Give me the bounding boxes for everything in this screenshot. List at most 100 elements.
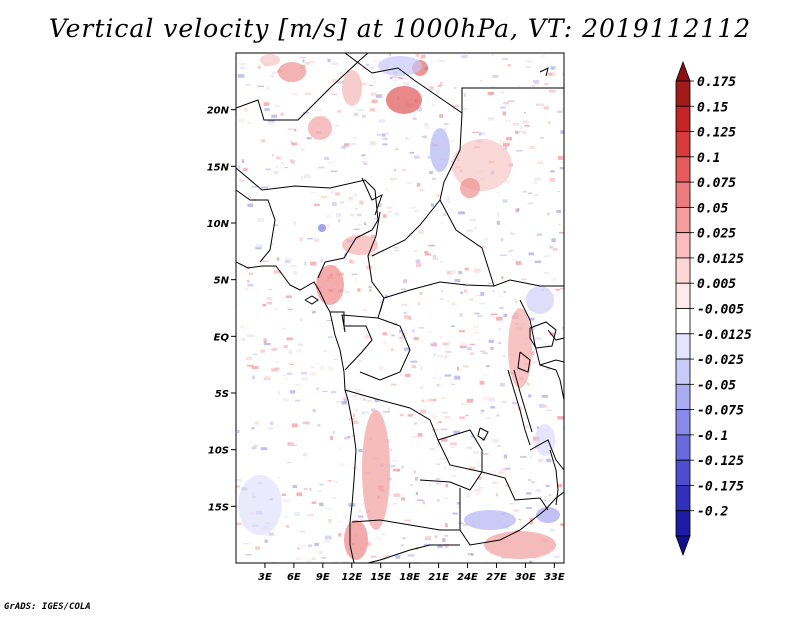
lon-tick-label: 15E (370, 572, 391, 583)
speckle (488, 282, 491, 285)
speckle (552, 277, 556, 282)
speckle (381, 532, 386, 535)
speckle (431, 415, 437, 419)
speckle (544, 255, 550, 258)
colorbar-label: 0.005 (697, 277, 736, 292)
downdraft-patch (526, 286, 554, 314)
speckle (348, 196, 353, 201)
speckle (558, 156, 564, 160)
speckle (447, 299, 450, 304)
speckle (252, 353, 258, 356)
speckle (450, 161, 454, 163)
speckle (378, 119, 386, 123)
lon-tick-label: 3E (258, 572, 272, 583)
speckle (457, 504, 460, 509)
colorbar-label: -0.175 (697, 479, 744, 494)
updraft-patch (452, 139, 512, 191)
speckle (275, 166, 279, 168)
speckle (388, 53, 392, 56)
speckle (358, 509, 361, 513)
speckle (502, 401, 506, 403)
speckle (548, 90, 556, 93)
speckle (444, 355, 448, 359)
speckle (441, 411, 448, 414)
speckle (300, 318, 303, 322)
speckle (414, 250, 417, 252)
updraft-patch (278, 62, 306, 82)
speckle (309, 488, 312, 491)
speckle (549, 178, 555, 182)
speckle (404, 519, 412, 522)
speckle (444, 535, 449, 537)
speckle (402, 537, 406, 539)
downdraft-patch (464, 510, 516, 530)
speckle (335, 481, 339, 483)
speckle (473, 268, 481, 273)
speckle (247, 283, 254, 287)
speckle (473, 331, 480, 334)
speckle (465, 197, 470, 200)
speckle (327, 88, 335, 92)
speckle (496, 414, 500, 417)
speckle (370, 555, 377, 558)
speckle (436, 463, 440, 465)
speckle (443, 213, 447, 216)
speckle (335, 124, 340, 127)
speckle (538, 159, 543, 163)
speckle (294, 399, 301, 402)
speckle (509, 502, 514, 505)
speckle (242, 543, 249, 545)
speckle (492, 439, 499, 443)
speckle (319, 365, 324, 370)
speckle (387, 348, 392, 350)
speckle (252, 375, 256, 380)
speckle (534, 337, 542, 341)
speckle (327, 366, 334, 371)
speckle (244, 84, 251, 86)
lake-outline (477, 427, 489, 441)
speckle (274, 104, 280, 108)
colorbar-swatch (675, 308, 691, 335)
speckle (318, 324, 323, 327)
speckle (466, 398, 474, 403)
speckle (523, 112, 526, 114)
speckle (435, 194, 441, 198)
speckle (316, 387, 319, 390)
speckle (267, 289, 273, 291)
speckle (546, 367, 551, 370)
speckle (469, 299, 474, 301)
speckle (414, 155, 420, 159)
velocity-field (236, 53, 564, 563)
colorbar-label: -0.075 (697, 404, 744, 419)
border-line (383, 281, 495, 299)
updraft-patch (342, 70, 362, 106)
speckle (552, 294, 558, 296)
speckle (369, 84, 373, 87)
speckle (383, 340, 387, 345)
speckle (318, 166, 325, 169)
speckle (310, 261, 317, 266)
speckle (251, 366, 259, 369)
speckle (361, 114, 366, 118)
speckle (256, 244, 263, 248)
speckle (496, 316, 503, 321)
speckle (311, 310, 316, 314)
speckle (287, 443, 292, 445)
speckle (357, 359, 362, 362)
speckle (450, 139, 454, 143)
speckle (355, 409, 358, 412)
speckle (285, 258, 292, 261)
speckle (442, 467, 447, 470)
speckle (465, 493, 470, 498)
speckle (283, 498, 290, 503)
speckle (263, 337, 267, 341)
updraft-patch (316, 265, 344, 305)
speckle (262, 303, 266, 307)
downdraft-patch (318, 224, 326, 232)
speckle (310, 365, 315, 369)
speckle (422, 500, 426, 505)
speckle (289, 363, 294, 365)
speckle (325, 508, 331, 510)
speckle (260, 447, 268, 451)
speckle (271, 75, 275, 78)
